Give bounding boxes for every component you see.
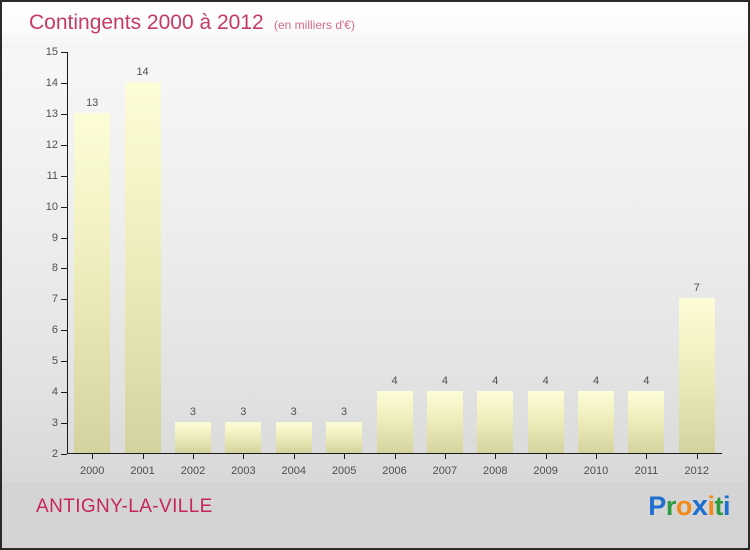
x-tick-label-2012: 2012 (684, 465, 710, 477)
y-tick-label: 15 (45, 46, 58, 58)
x-tick-label-2010: 2010 (583, 465, 609, 477)
x-tick-mark (394, 454, 396, 459)
bar-2003[interactable] (225, 422, 262, 453)
chart-axes: 2 3 4 5 6 7 8 9 10 11 12 13 14 15 2000 2001 2002 2003 200… (46, 46, 722, 477)
y-tick-mark (61, 423, 67, 425)
logo-letter-i: i (707, 491, 715, 521)
commune-name: ANTIGNY-LA-VILLE (36, 496, 213, 517)
x-tick-mark (243, 454, 245, 459)
logo-letter-t: t (714, 491, 723, 521)
x-tick-mark (545, 454, 547, 459)
x-tick-label-2000: 2000 (79, 465, 105, 477)
y-tick-label: 10 (45, 200, 58, 213)
y-tick-label: 4 (51, 386, 58, 399)
x-tick-mark (596, 454, 598, 459)
chart-footer: ANTIGNY-LA-VILLE Proxiti (2, 482, 748, 548)
bar-value-label: 4 (391, 375, 398, 388)
bar-2006[interactable] (376, 391, 413, 453)
y-tick-mark (61, 392, 67, 394)
bar-value-label: 4 (542, 375, 549, 388)
x-tick-mark (444, 454, 446, 459)
bar-2009[interactable] (527, 391, 564, 453)
y-tick-mark (61, 52, 67, 53)
bar-value-label: 7 (693, 282, 700, 295)
x-tick-mark (192, 454, 194, 459)
bar-value-label: 4 (441, 375, 448, 388)
y-tick-mark (61, 237, 67, 239)
y-tick-mark (61, 175, 67, 177)
y-tick-label: 14 (45, 76, 58, 89)
bar-value-label: 3 (290, 406, 297, 419)
bar-2011[interactable] (628, 391, 665, 453)
x-tick-label-2009: 2009 (533, 465, 558, 477)
x-axis-line (67, 453, 722, 454)
logo-letter-P: P (648, 491, 666, 521)
y-tick-label: 3 (51, 417, 58, 430)
bar-2012[interactable] (678, 298, 715, 453)
bar-value-label: 3 (240, 406, 247, 419)
chart-units-subtitle: (en milliers d'€) (274, 18, 355, 32)
proxiti-logo[interactable]: Proxiti (648, 490, 730, 523)
bar-2000[interactable] (74, 112, 111, 453)
bar-value-label: 13 (86, 96, 99, 109)
x-tick-label-2004: 2004 (281, 465, 306, 477)
x-tick-mark (696, 454, 698, 459)
bar-value-label: 4 (643, 375, 650, 388)
x-tick-label-2007: 2007 (432, 465, 458, 477)
x-tick-label-2001: 2001 (130, 465, 155, 477)
y-tick-mark (61, 330, 67, 332)
y-tick-mark (61, 361, 67, 363)
x-tick-label-2011: 2011 (634, 465, 659, 477)
y-tick-mark (61, 268, 67, 270)
x-tick-mark (92, 454, 94, 459)
bar-value-label: 3 (341, 406, 348, 419)
logo-letter-r: r (665, 491, 677, 521)
y-tick-label: 7 (51, 293, 58, 306)
x-tick-mark (344, 454, 346, 459)
bar-2005[interactable] (326, 422, 363, 453)
x-tick-label-2003: 2003 (231, 465, 256, 477)
bar-2004[interactable] (275, 422, 312, 453)
bar-2001[interactable] (124, 81, 161, 453)
bar-value-label: 14 (136, 65, 149, 78)
bar-value-label: 4 (592, 375, 600, 388)
y-tick-mark (61, 299, 67, 301)
bar-2008[interactable] (477, 391, 514, 453)
y-tick-mark (61, 454, 67, 455)
y-tick-label: 13 (45, 107, 58, 120)
y-tick-label: 12 (45, 138, 58, 151)
bar-value-label: 3 (189, 406, 197, 419)
bar-2010[interactable] (578, 391, 615, 453)
logo-letter-o: o (675, 491, 693, 521)
bar-2007[interactable] (426, 391, 463, 453)
x-tick-label-2002: 2002 (180, 465, 206, 477)
x-tick-label-2008: 2008 (483, 465, 508, 477)
y-tick-label: 5 (51, 355, 58, 368)
x-tick-label-2006: 2006 (382, 465, 407, 477)
y-tick-mark (61, 113, 67, 115)
y-tick-mark (61, 144, 67, 146)
page-title: Contingents 2000 à 2012 (29, 11, 264, 34)
x-tick-mark (293, 454, 295, 459)
bar-2002[interactable] (174, 422, 211, 453)
y-axis-line (67, 52, 68, 454)
logo-letter-x: x (691, 490, 708, 522)
x-tick-mark (646, 454, 648, 459)
logo-letter-i: i (722, 491, 731, 521)
y-tick-label: 9 (51, 231, 58, 244)
y-tick-label: 11 (46, 169, 58, 182)
plot-area: 2 3 4 5 6 7 8 9 10 11 12 13 14 15 2000 2001 2002 2003 200… (2, 46, 748, 482)
x-tick-mark (142, 454, 144, 459)
x-tick-mark (495, 454, 497, 459)
y-tick-mark (61, 206, 67, 208)
chart-header: Contingents 2000 à 2012 (en milliers d'€… (2, 2, 748, 48)
bar-value-label: 4 (492, 375, 499, 388)
x-tick-label-2005: 2005 (331, 465, 357, 477)
y-tick-label: 6 (51, 324, 58, 337)
y-tick-label: 2 (51, 448, 58, 460)
y-tick-mark (61, 82, 67, 84)
y-tick-label: 8 (51, 262, 58, 275)
